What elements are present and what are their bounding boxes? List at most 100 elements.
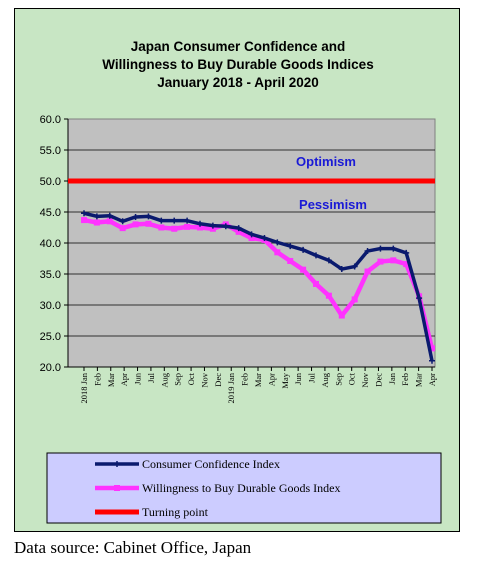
y-tick-label: 55.0 — [40, 145, 61, 157]
confidence-point — [222, 223, 229, 230]
legend: Consumer Confidence Index Willingness to … — [46, 452, 442, 524]
confidence-point — [377, 245, 384, 252]
x-tick-label: Jan — [387, 372, 397, 384]
legend-label: Consumer Confidence Index — [142, 457, 280, 471]
willingness-point — [325, 292, 332, 299]
confidence-point — [235, 225, 242, 232]
willingness-point — [338, 312, 345, 319]
confidence-point — [403, 249, 410, 256]
chart-title-line: January 2018 - April 2020 — [157, 75, 319, 90]
y-tick-label: 30.0 — [40, 300, 61, 312]
x-tick-label: Jun — [293, 372, 303, 385]
willingness-point — [119, 225, 126, 232]
confidence-point — [171, 217, 178, 224]
legend-label: Willingness to Buy Durable Goods Index — [142, 481, 341, 495]
x-axis: 2018 Jan Feb Mar Apr Jun Jul Aug Sep Oct Nov Dec 20… — [68, 366, 437, 403]
legend-marker — [114, 485, 120, 491]
willingness-point — [377, 258, 384, 265]
confidence-point — [313, 252, 319, 259]
x-tick-label: Apr — [119, 373, 129, 386]
confidence-point — [287, 243, 294, 250]
confidence-point — [145, 213, 152, 220]
series-layer — [68, 178, 435, 364]
y-tick-label: 35.0 — [40, 269, 61, 281]
willingness-point — [93, 219, 100, 226]
willingness-line — [83, 217, 435, 349]
willingness-point — [390, 257, 397, 264]
x-tick-label: Sep — [173, 373, 183, 386]
source-note: Data source: Cabinet Office, Japan — [14, 538, 252, 557]
confidence-point — [93, 213, 100, 220]
x-tick-label: Aug — [320, 372, 330, 387]
x-tick-label: Feb — [92, 373, 102, 386]
willingness-point — [171, 225, 178, 232]
legend-label: Turning point — [142, 505, 209, 519]
confidence-point — [81, 210, 87, 217]
x-tick-label: Aug — [159, 372, 169, 387]
legend-marker — [114, 461, 120, 467]
x-tick-label: Jul — [307, 372, 317, 383]
willingness-point — [197, 224, 203, 231]
x-tick-label: Jun — [133, 372, 143, 385]
willingness-point — [274, 249, 281, 256]
region-label-optimism: Optimism — [296, 154, 356, 169]
willingness-point — [313, 280, 319, 287]
willingness-point — [403, 261, 410, 268]
confidence-point — [248, 231, 255, 238]
confidence-point — [364, 248, 371, 255]
x-tick-label: Mar — [414, 373, 424, 387]
willingness-point — [351, 296, 358, 303]
x-tick-label: Oct — [347, 372, 357, 385]
chart-frame: Japan Consumer Confidence and Willingness… — [14, 8, 460, 532]
willingness-point — [300, 266, 307, 273]
confidence-line — [83, 211, 434, 362]
x-tick-label: Mar — [106, 373, 116, 387]
confidence-point — [106, 212, 113, 219]
x-tick-label: Mar — [253, 373, 263, 387]
willingness-point — [364, 268, 371, 275]
confidence-point — [429, 357, 435, 364]
willingness-point — [132, 221, 139, 228]
willingness-point — [81, 217, 87, 224]
x-tick-label: May — [280, 372, 290, 388]
confidence-point — [209, 222, 216, 229]
y-tick-label: 45.0 — [40, 207, 61, 219]
x-tick-label: Apr — [427, 373, 437, 386]
x-tick-label: Feb — [400, 373, 410, 386]
region-labels: Optimism Pessimism — [296, 154, 367, 212]
confidence-point — [300, 246, 307, 253]
confidence-point — [416, 295, 423, 302]
x-tick-label: Dec — [373, 373, 383, 387]
willingness-point — [287, 257, 294, 264]
willingness-point — [184, 223, 191, 230]
y-tick-label: 40.0 — [40, 238, 61, 250]
chart-title: Japan Consumer Confidence and Willingness… — [102, 39, 373, 90]
willingness-point — [235, 228, 242, 235]
willingness-point — [106, 218, 113, 225]
confidence-point — [325, 257, 332, 264]
willingness-point — [429, 345, 435, 352]
confidence-point — [184, 217, 191, 224]
confidence-point — [390, 245, 397, 252]
confidence-point — [351, 263, 358, 270]
chart-title-line: Japan Consumer Confidence and — [131, 39, 346, 54]
confidence-point — [274, 239, 281, 246]
confidence-point — [261, 235, 268, 242]
chart-title-line: Willingness to Buy Durable Goods Indices — [102, 57, 373, 72]
y-axis: 60.0 55.0 50.0 45.0 40.0 35.0 30.0 25.0 20.0 — [40, 114, 69, 374]
x-tick-label: Oct — [186, 372, 196, 385]
confidence-point — [158, 217, 165, 224]
y-tick-label: 60.0 — [40, 114, 61, 126]
confidence-point — [197, 220, 203, 227]
x-tick-label: 2019 Jan — [226, 372, 236, 403]
confidence-point — [119, 218, 126, 225]
willingness-point — [145, 220, 152, 227]
willingness-point — [209, 225, 216, 232]
x-tick-label: Nov — [360, 372, 370, 387]
x-tick-label: Feb — [240, 373, 250, 386]
confidence-point — [338, 266, 345, 273]
x-tick-label: 2018 Jan — [79, 372, 89, 403]
region-label-pessimism: Pessimism — [299, 197, 367, 212]
y-tick-label: 25.0 — [40, 331, 61, 343]
confidence-point — [132, 213, 139, 220]
